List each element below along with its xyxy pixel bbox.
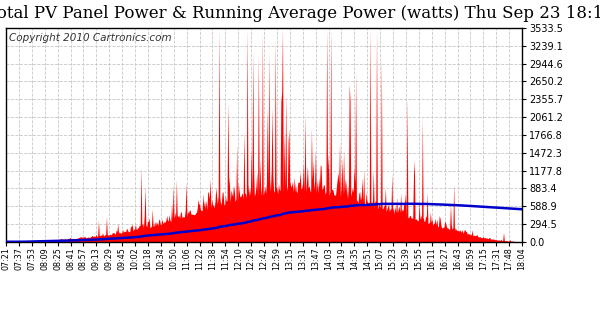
Text: Copyright 2010 Cartronics.com: Copyright 2010 Cartronics.com <box>8 33 171 43</box>
Text: Total PV Panel Power & Running Average Power (watts) Thu Sep 23 18:14: Total PV Panel Power & Running Average P… <box>0 5 600 22</box>
